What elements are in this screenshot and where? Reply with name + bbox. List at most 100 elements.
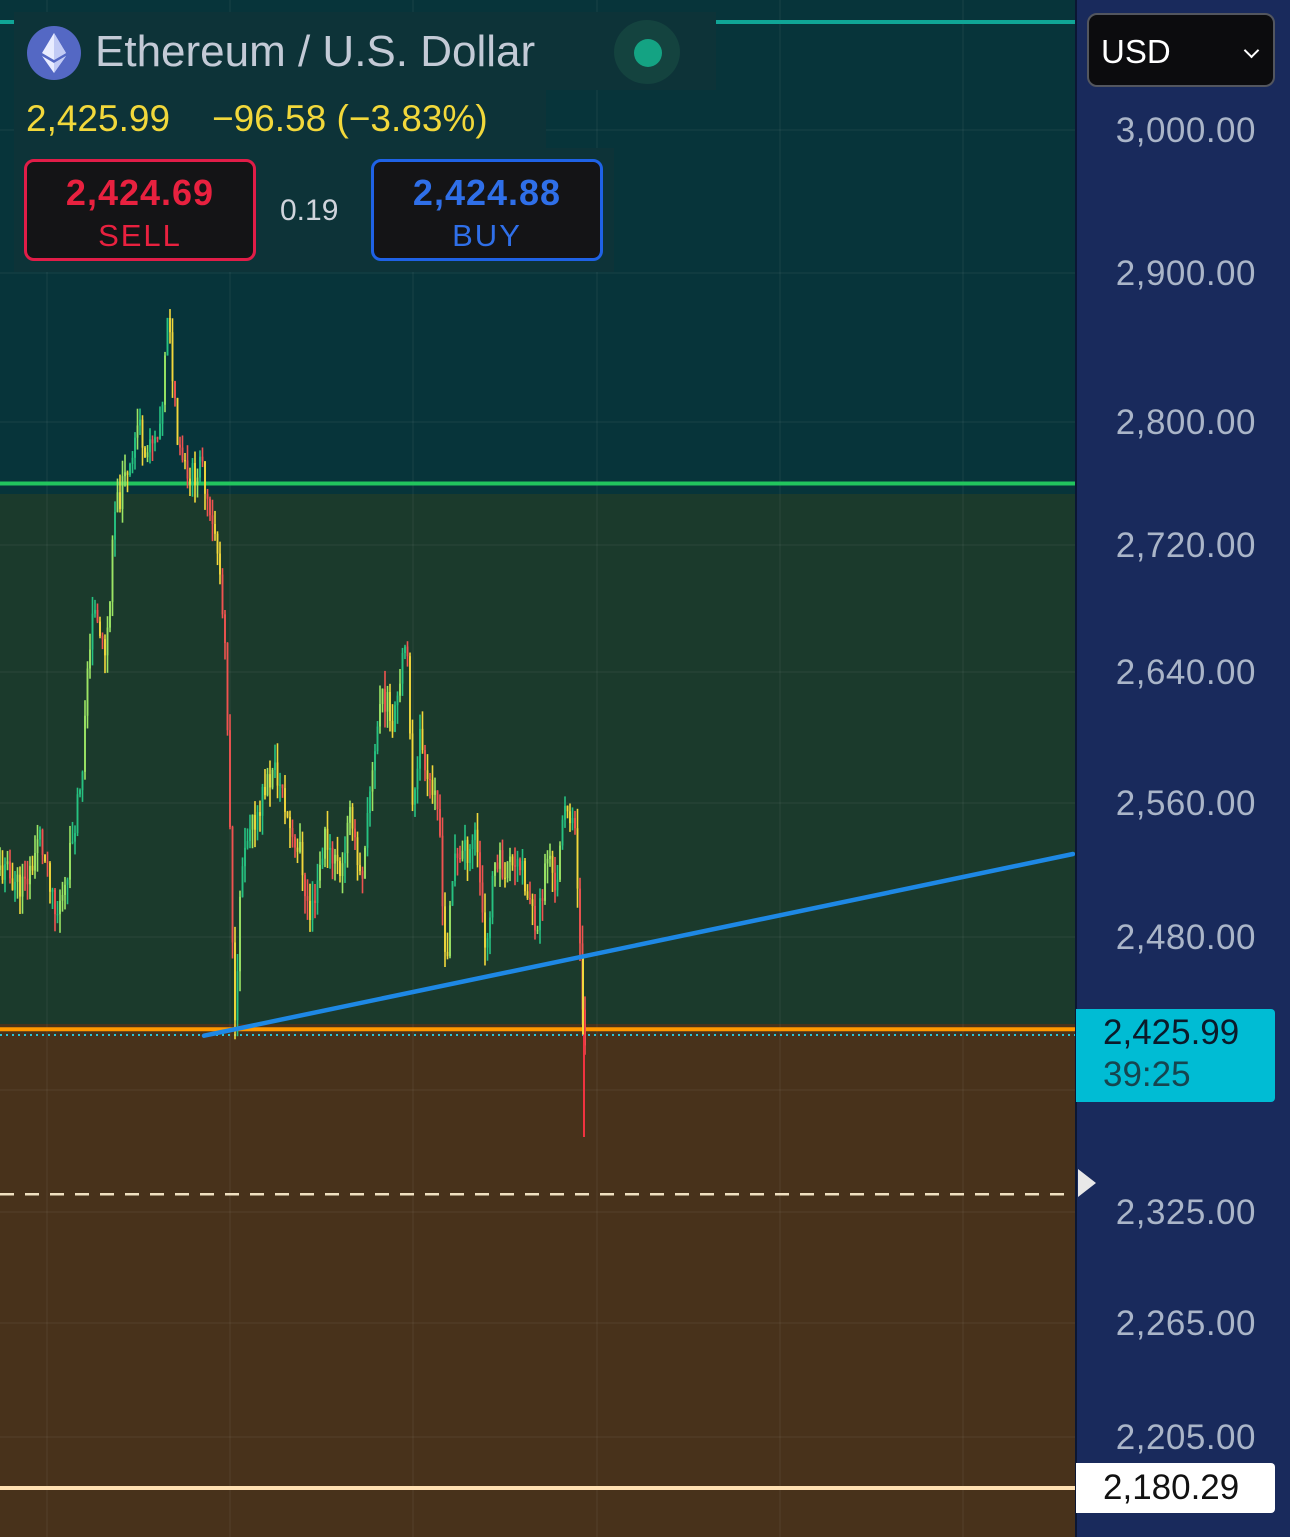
candle-body	[194, 463, 196, 486]
candle-body	[569, 811, 571, 824]
candle-body	[311, 900, 314, 920]
buy-label: BUY	[452, 218, 522, 253]
candle-body	[539, 898, 541, 931]
candle-body	[389, 692, 391, 721]
candle-body	[339, 861, 341, 877]
candle-body	[136, 425, 139, 438]
candle-body	[244, 847, 246, 867]
candle-body	[284, 788, 286, 812]
candle-body	[229, 730, 231, 828]
candle-body	[301, 841, 304, 876]
candle-body	[519, 859, 521, 871]
candle-body	[341, 863, 344, 877]
candle-body	[214, 523, 216, 534]
candle-body	[386, 692, 389, 712]
candle-body	[444, 906, 446, 952]
candle-body	[76, 794, 79, 834]
candle-body	[526, 891, 529, 898]
price-tick: 2,900.00	[1115, 254, 1256, 293]
candle-body	[109, 601, 111, 628]
candle-body	[496, 862, 499, 869]
candle-body	[286, 811, 289, 817]
candle-body	[371, 770, 374, 792]
candle-body	[346, 822, 349, 854]
candle-body	[274, 762, 276, 770]
candle-body	[434, 790, 436, 795]
candle-body	[511, 856, 514, 866]
candle-body	[459, 857, 461, 860]
candle-body	[96, 609, 99, 622]
candle-body	[159, 423, 161, 439]
sell-button[interactable]: 2,424.69 SELL	[24, 159, 256, 261]
candle-body	[516, 859, 519, 867]
candle-body	[401, 653, 404, 684]
candle-body	[14, 881, 16, 890]
candle-body	[99, 621, 101, 637]
symbol-legend	[14, 12, 716, 90]
candle-body	[221, 574, 224, 615]
candle-body	[224, 614, 226, 644]
candle-body	[561, 819, 564, 846]
candle-body	[81, 771, 84, 791]
candle-body	[364, 847, 366, 879]
candle-body	[404, 646, 406, 654]
candle-body	[89, 649, 91, 669]
candle-body	[314, 900, 316, 903]
candle-body	[456, 853, 459, 858]
candle-body	[546, 858, 549, 864]
horizontal-line-price-value: 2,180.29	[1103, 1468, 1240, 1507]
candle-body	[486, 938, 489, 948]
candle-body	[264, 786, 266, 796]
candle-body	[154, 437, 156, 444]
candle-body	[29, 865, 31, 885]
candle-body	[31, 865, 34, 871]
candle-body	[94, 609, 96, 614]
candle-body	[231, 827, 234, 943]
candle-body	[291, 828, 294, 837]
candle-body	[356, 837, 359, 866]
candle-body	[101, 636, 104, 640]
current-price-label: 2,425.99 39:25	[1076, 1009, 1275, 1102]
candle-body	[481, 882, 484, 913]
buy-button[interactable]: 2,424.88 BUY	[371, 159, 603, 261]
candle-body	[436, 790, 439, 810]
play-arrow-icon[interactable]	[1078, 1169, 1096, 1197]
candle-body	[374, 751, 376, 771]
symbol-title[interactable]: Ethereum / U.S. Dollar	[95, 27, 536, 76]
candle-body	[299, 841, 301, 852]
candle-body	[169, 317, 171, 333]
candle-body	[104, 639, 106, 656]
price-tick: 2,325.00	[1115, 1193, 1256, 1232]
candle-body	[446, 951, 449, 957]
candle-body	[236, 971, 239, 1021]
candle-body	[559, 845, 561, 880]
candle-body	[554, 872, 556, 891]
candle-body	[134, 437, 136, 458]
lower-zone	[0, 1024, 1075, 1537]
candle-body	[34, 853, 36, 871]
middle-zone	[0, 494, 1075, 1024]
candle-body	[119, 492, 121, 509]
candle-body	[61, 894, 64, 901]
candle-body	[416, 768, 419, 790]
candle-body	[181, 447, 184, 461]
candle-body	[261, 786, 264, 816]
candle-body	[354, 828, 356, 838]
candle-body	[249, 829, 251, 842]
candle-body	[126, 472, 129, 475]
candle-body	[269, 774, 271, 788]
candle-body	[396, 695, 399, 706]
candle-body	[176, 398, 179, 445]
price-axis[interactable]: 3,000.00 2,900.00 2,800.00 2,720.00 2,64…	[1075, 0, 1290, 1537]
candle-body	[139, 419, 141, 426]
candle-body	[36, 839, 39, 854]
candle-body	[186, 460, 189, 479]
candle-body	[419, 728, 421, 769]
candle-body	[174, 381, 176, 399]
candle-body	[369, 791, 371, 813]
candle-body	[564, 805, 566, 820]
currency-select[interactable]: USD	[1087, 13, 1275, 87]
candle-body	[451, 881, 454, 906]
market-open-dot-icon	[634, 39, 662, 67]
candle-body	[431, 779, 434, 795]
